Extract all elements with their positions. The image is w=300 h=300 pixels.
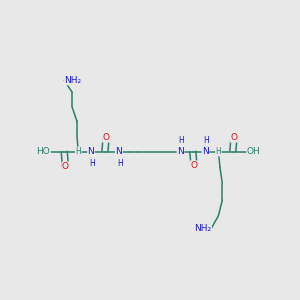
Text: HO: HO — [37, 147, 50, 156]
Text: H: H — [75, 147, 81, 156]
Text: N: N — [116, 147, 122, 156]
Text: O: O — [62, 162, 69, 171]
Text: N: N — [202, 147, 209, 156]
Text: N: N — [88, 147, 94, 156]
Text: O: O — [230, 133, 238, 142]
Text: H: H — [203, 136, 209, 145]
Text: H: H — [89, 158, 95, 167]
Text: N: N — [177, 147, 184, 156]
Text: H: H — [215, 147, 221, 156]
Text: O: O — [190, 161, 197, 170]
Text: H: H — [117, 158, 123, 167]
Text: O: O — [103, 133, 110, 142]
Text: NH₂: NH₂ — [194, 224, 212, 233]
Text: NH₂: NH₂ — [64, 76, 81, 85]
Text: OH: OH — [247, 147, 260, 156]
Text: H: H — [178, 136, 184, 145]
